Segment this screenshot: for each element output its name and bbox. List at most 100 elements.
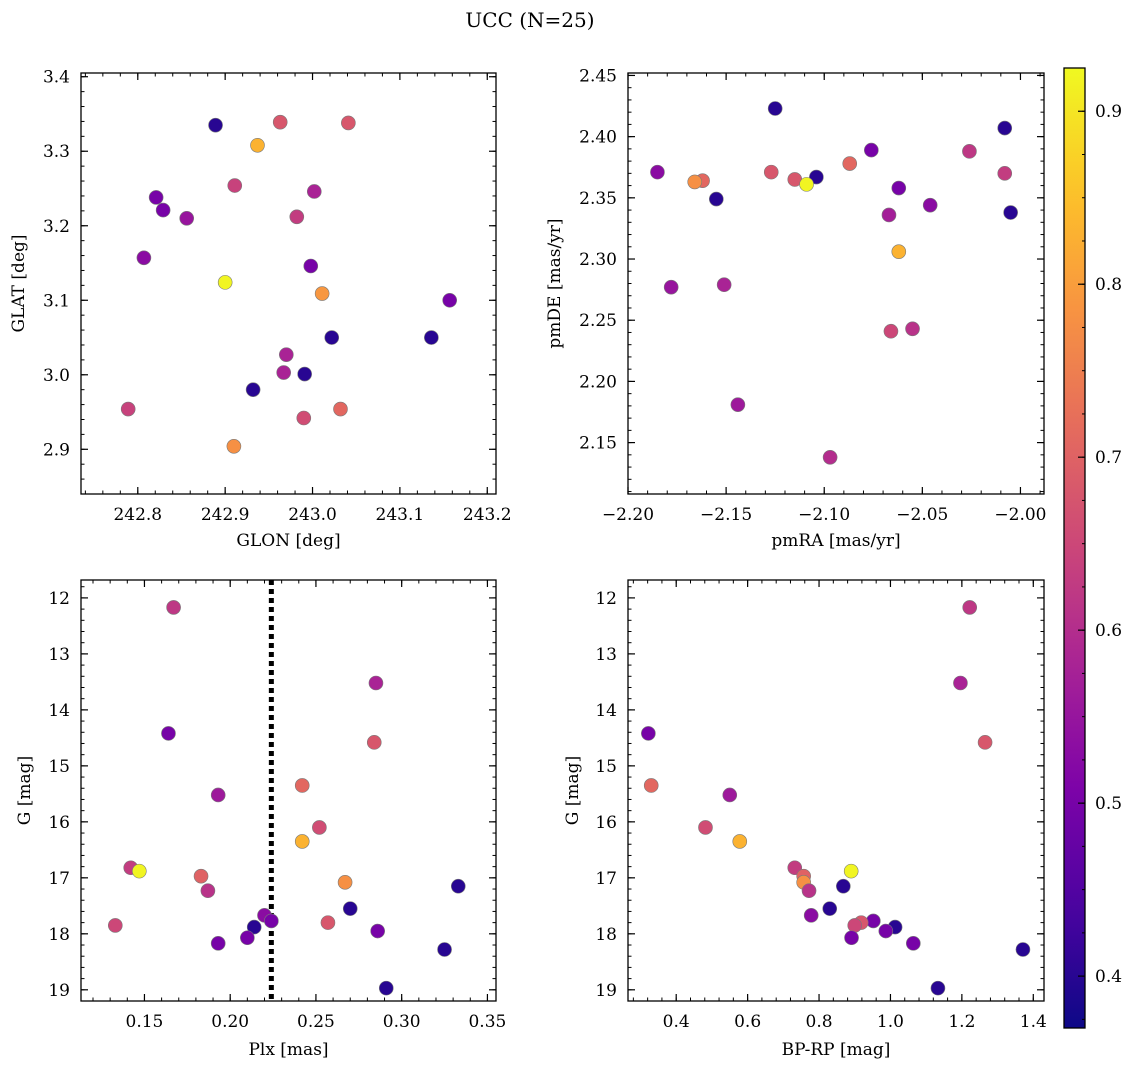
data-point <box>227 178 243 193</box>
data-point <box>650 164 665 180</box>
data-point <box>842 156 858 171</box>
data-point <box>866 913 881 929</box>
xlabel-pmra: pmRA [mas/yr] <box>771 531 900 551</box>
data-point <box>930 980 946 996</box>
y-tick-label: 2.15 <box>579 434 617 454</box>
colorbar-tick-label: 0.4 <box>1095 967 1122 987</box>
x-tick-label: 0.4 <box>663 1012 690 1032</box>
data-point <box>722 787 738 803</box>
data-point <box>294 778 310 793</box>
x-tick-label: 0.8 <box>806 1012 833 1032</box>
y-tick-label: 13 <box>48 645 70 665</box>
data-point <box>226 439 242 454</box>
data-point <box>264 913 279 929</box>
colorbar-tick-label: 0.6 <box>1095 621 1122 641</box>
y-tick-label: 15 <box>48 757 70 777</box>
data-point <box>803 908 819 923</box>
data-point <box>294 834 310 849</box>
y-tick-label: 2.25 <box>579 311 617 331</box>
data-point <box>312 820 327 835</box>
data-point <box>847 918 863 933</box>
x-tick-label: 243.2 <box>463 505 512 525</box>
y-tick-label: 2.30 <box>579 250 617 270</box>
x-tick-label: 243.1 <box>376 505 425 525</box>
y-tick-label: 12 <box>48 589 70 609</box>
data-point <box>809 169 824 185</box>
data-point <box>217 275 233 290</box>
x-tick-label: 0.30 <box>383 1012 421 1032</box>
ylabel-g-left: G [mag] <box>15 756 35 825</box>
y-tick-label: 12 <box>595 589 617 609</box>
data-point <box>906 936 921 951</box>
y-tick-label: 2.45 <box>579 66 617 86</box>
y-tick-label: 2.20 <box>579 372 617 392</box>
data-point <box>179 211 195 226</box>
data-point <box>378 980 394 996</box>
ylabel-g-right: G [mag] <box>563 756 583 825</box>
data-point <box>730 397 746 412</box>
panel-pmra-pmde: pmRA [mas/yr] pmDE [mas/yr] −2.20 −2.15 −2… <box>545 66 1047 551</box>
data-point <box>844 930 859 946</box>
data-point <box>953 675 968 691</box>
data-point <box>132 863 147 879</box>
data-point <box>210 936 226 951</box>
data-point <box>161 726 176 741</box>
y-tick-label: 18 <box>48 925 70 945</box>
axes-frame <box>80 72 497 495</box>
data-point <box>962 600 978 615</box>
axes-frame <box>80 579 497 1002</box>
data-point <box>246 919 262 935</box>
colorbar-tick-label: 0.8 <box>1095 275 1122 295</box>
data-point <box>822 901 838 916</box>
data-point <box>320 915 336 930</box>
data-point <box>437 942 452 957</box>
data-point <box>366 735 382 750</box>
y-tick-label: 16 <box>48 813 70 833</box>
x-tick-label: 0.15 <box>126 1012 164 1032</box>
y-tick-label: 3.3 <box>43 142 70 162</box>
data-point <box>250 137 265 153</box>
xlabel-glon: GLON [deg] <box>236 531 340 551</box>
y-tick-label: 3.2 <box>43 217 70 237</box>
y-tick-label: 19 <box>48 981 70 1001</box>
y-tick-label: 14 <box>48 701 70 721</box>
y-tick-label: 17 <box>595 869 617 889</box>
data-point <box>200 883 216 899</box>
y-tick-label: 2.40 <box>579 128 617 148</box>
y-tick-label: 3.1 <box>43 291 70 311</box>
x-tick-label: 242.8 <box>113 505 162 525</box>
data-point <box>822 449 838 465</box>
data-point <box>337 875 353 890</box>
colorbar-gradient <box>1063 67 1086 1029</box>
data-point <box>732 834 748 849</box>
data-point <box>878 923 894 939</box>
data-point <box>276 365 291 380</box>
data-point <box>843 863 859 879</box>
data-point <box>368 675 384 691</box>
data-point <box>716 277 732 293</box>
axes-frame <box>627 72 1045 495</box>
x-tick-label: 1.0 <box>877 1012 904 1032</box>
data-point <box>687 174 703 190</box>
data-point <box>767 101 783 116</box>
data-point <box>643 778 659 793</box>
data-point <box>997 166 1013 181</box>
data-point <box>193 868 209 884</box>
data-point <box>155 202 171 218</box>
colorbar: 0.4 0.5 0.6 0.7 0.8 0.9 <box>1063 67 1122 1029</box>
data-point <box>787 860 803 876</box>
data-point <box>333 401 348 417</box>
data-point <box>314 286 330 301</box>
data-point <box>148 190 164 205</box>
colorbar-tick-label: 0.7 <box>1095 448 1122 468</box>
x-tick-label: −2.15 <box>700 505 752 525</box>
x-tick-label: −2.05 <box>896 505 948 525</box>
x-tick-label: 243.0 <box>288 505 337 525</box>
data-point <box>240 930 255 946</box>
panel-bprp-g: BP-RP [mag] G [mag] 0.4 0.6 0.8 1.0 1.2 1.4 12… <box>563 579 1047 1060</box>
data-point <box>306 184 322 199</box>
ylabel-glat: GLAT [deg] <box>9 234 29 332</box>
x-tick-label: −2.10 <box>798 505 850 525</box>
data-point <box>836 878 851 894</box>
